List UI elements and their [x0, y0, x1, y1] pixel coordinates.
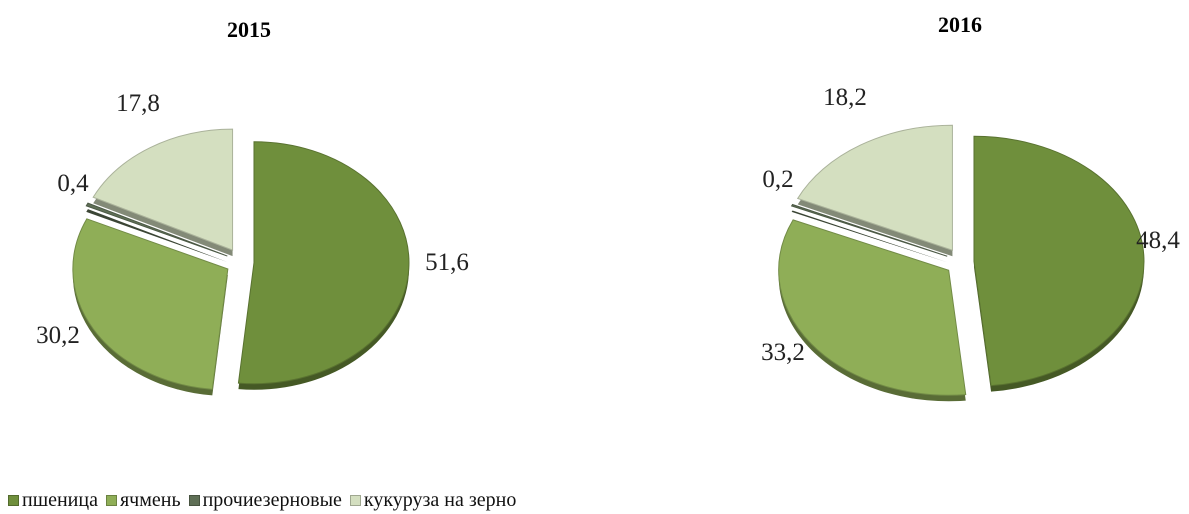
pie-slice-barley-2016 [778, 219, 967, 402]
legend-item-other-grains: прочиезерновые [188, 488, 342, 512]
legend-swatch-barley [105, 494, 117, 506]
pie-slice-other-grains-2016 [790, 203, 948, 263]
legend-item-corn: кукуруза на зерно [349, 488, 517, 512]
pie-slice-wheat-2016 [973, 135, 1145, 392]
legend-item-wheat: пшеница [8, 489, 98, 512]
data-label-wheat-2016: 48,4 [1136, 227, 1180, 254]
legend-label-corn: кукуруза на зерно [363, 488, 517, 511]
legend-item-barley: ячмень [105, 488, 181, 512]
data-label-corn-2016: 18,2 [823, 84, 867, 111]
pie-slice-corn-2015 [92, 128, 234, 257]
data-label-barley-2016: 33,2 [761, 339, 805, 366]
legend-swatch-corn [349, 494, 361, 506]
data-label-barley-2015: 30,2 [36, 322, 80, 349]
pie-slice-wheat-2015 [237, 141, 410, 390]
data-label-corn-2015: 17,8 [116, 90, 160, 117]
data-label-wheat-2015: 51,6 [425, 249, 469, 276]
legend-swatch-wheat [8, 494, 19, 506]
chart-title-2015: 2015 [227, 17, 271, 42]
data-label-other-grains-2016: 0,2 [762, 166, 793, 193]
legend-label-other-grains: прочиезерновые [202, 488, 342, 511]
legend: пшеница ячмень прочиезерновые кукуруза на з… [8, 489, 524, 511]
pie-slice-other-grains-2015 [85, 202, 228, 263]
legend-label-barley: ячмень [119, 488, 181, 511]
pie-slice-corn-2016 [796, 124, 953, 257]
chart-title-2016: 2016 [938, 12, 982, 37]
pie-slice-barley-2015 [72, 218, 229, 396]
data-label-other-grains-2015: 0,4 [57, 170, 89, 197]
legend-swatch-other-grains [188, 494, 200, 506]
legend-label-wheat: пшеница [22, 488, 98, 511]
